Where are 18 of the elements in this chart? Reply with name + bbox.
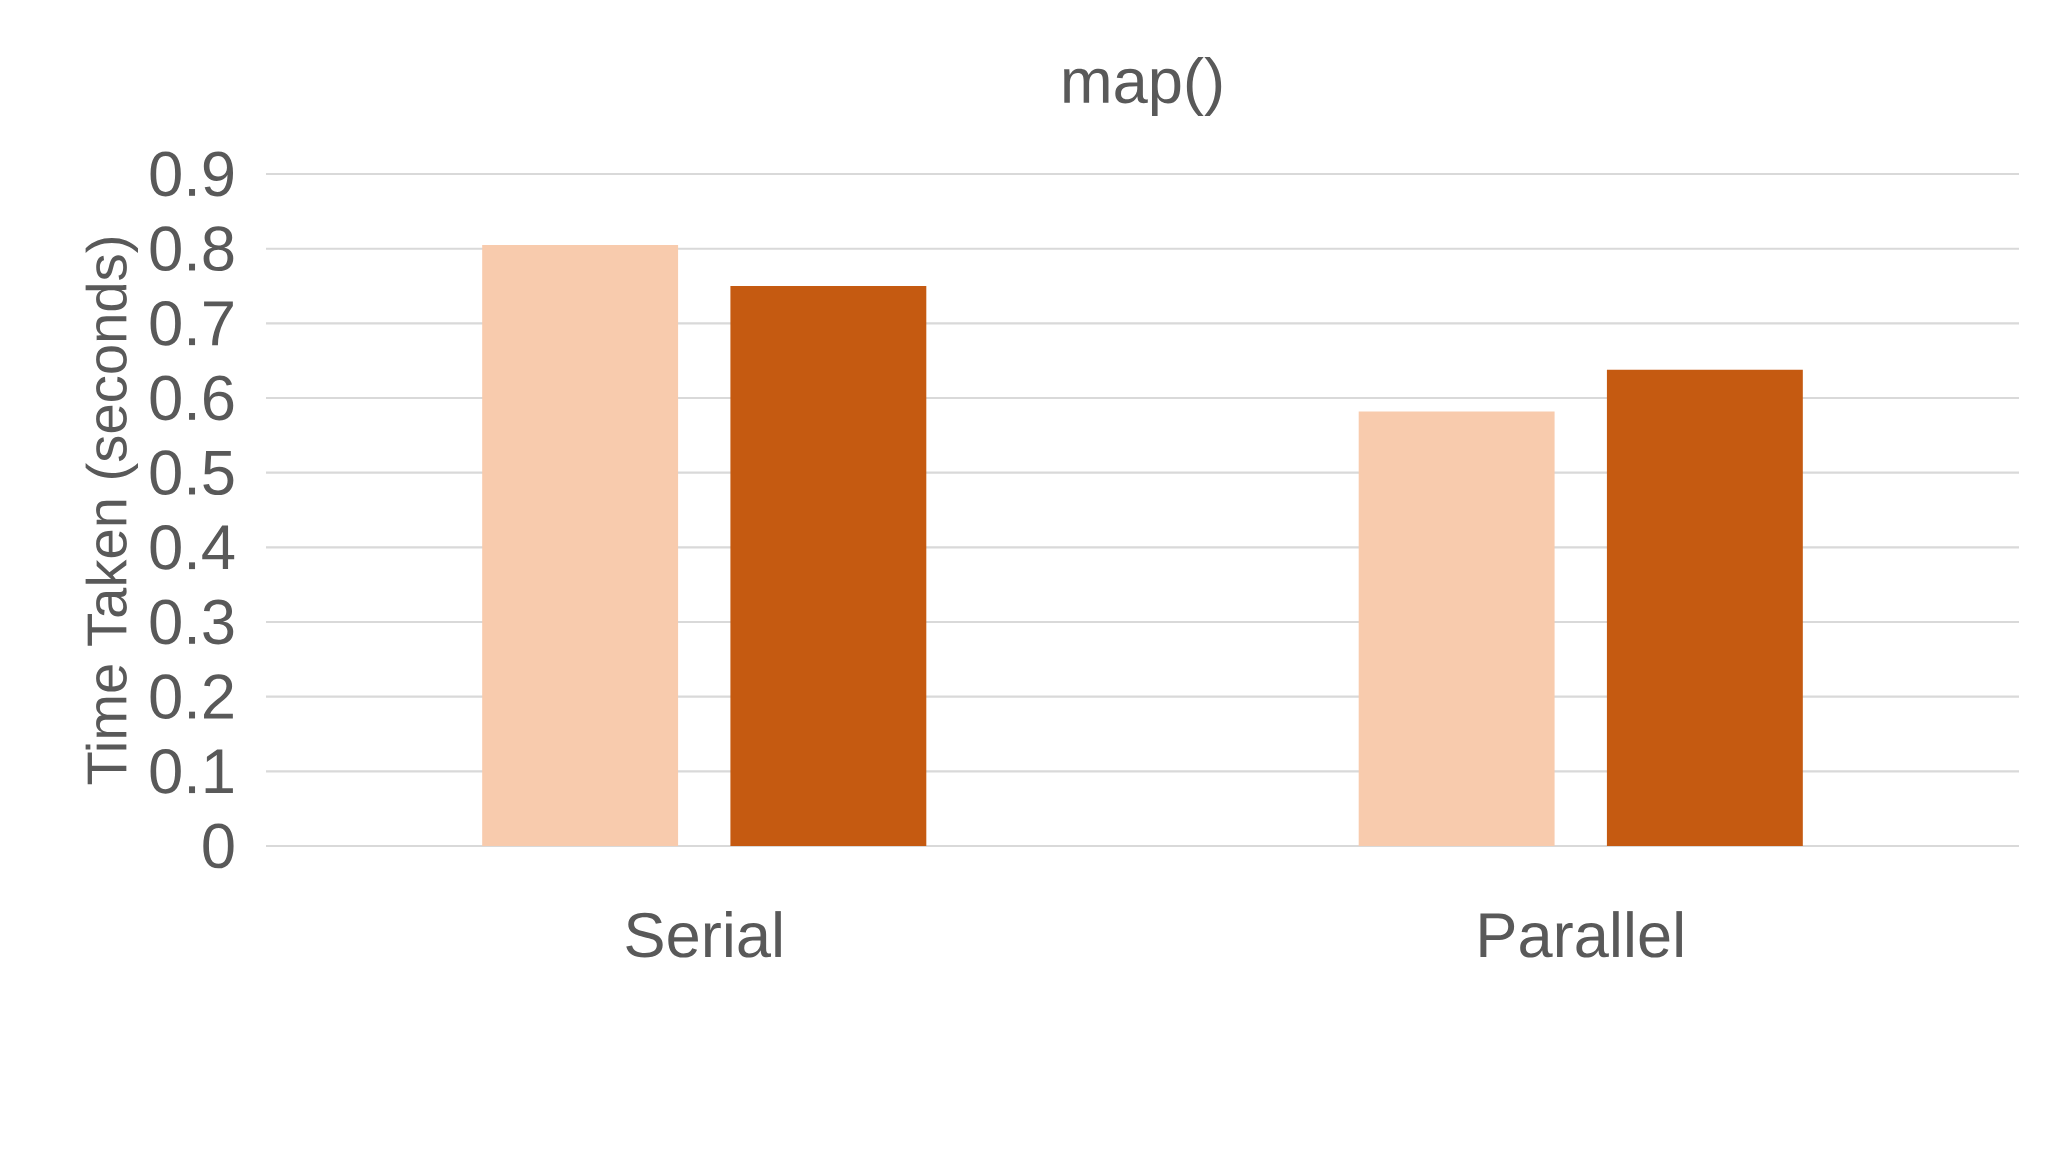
y-tick-label: 0.8 bbox=[150, 226, 234, 272]
bar bbox=[730, 286, 927, 846]
bar bbox=[482, 244, 679, 846]
y-tick-label: 0.2 bbox=[150, 674, 233, 720]
y-tick-label: 0.7 bbox=[150, 300, 233, 346]
bar bbox=[1358, 411, 1555, 846]
y-tick-label: 0.4 bbox=[150, 524, 235, 570]
y-axis-title: Time Taken (seconds) bbox=[85, 238, 138, 785]
y-tick-label: 0.5 bbox=[150, 450, 234, 496]
x-tick-label: Parallel bbox=[1480, 911, 1682, 958]
y-tick-label: 0.6 bbox=[150, 375, 234, 421]
y-tick-label: 0.3 bbox=[150, 599, 234, 645]
x-tick-label: Serial bbox=[626, 911, 781, 958]
bar bbox=[1606, 369, 1803, 846]
y-tick-label: 0.9 bbox=[150, 151, 234, 197]
y-tick-label: 0 bbox=[203, 823, 234, 869]
y-tick-label: 0.1 bbox=[150, 748, 233, 794]
chart-title: map() bbox=[1064, 56, 1222, 116]
